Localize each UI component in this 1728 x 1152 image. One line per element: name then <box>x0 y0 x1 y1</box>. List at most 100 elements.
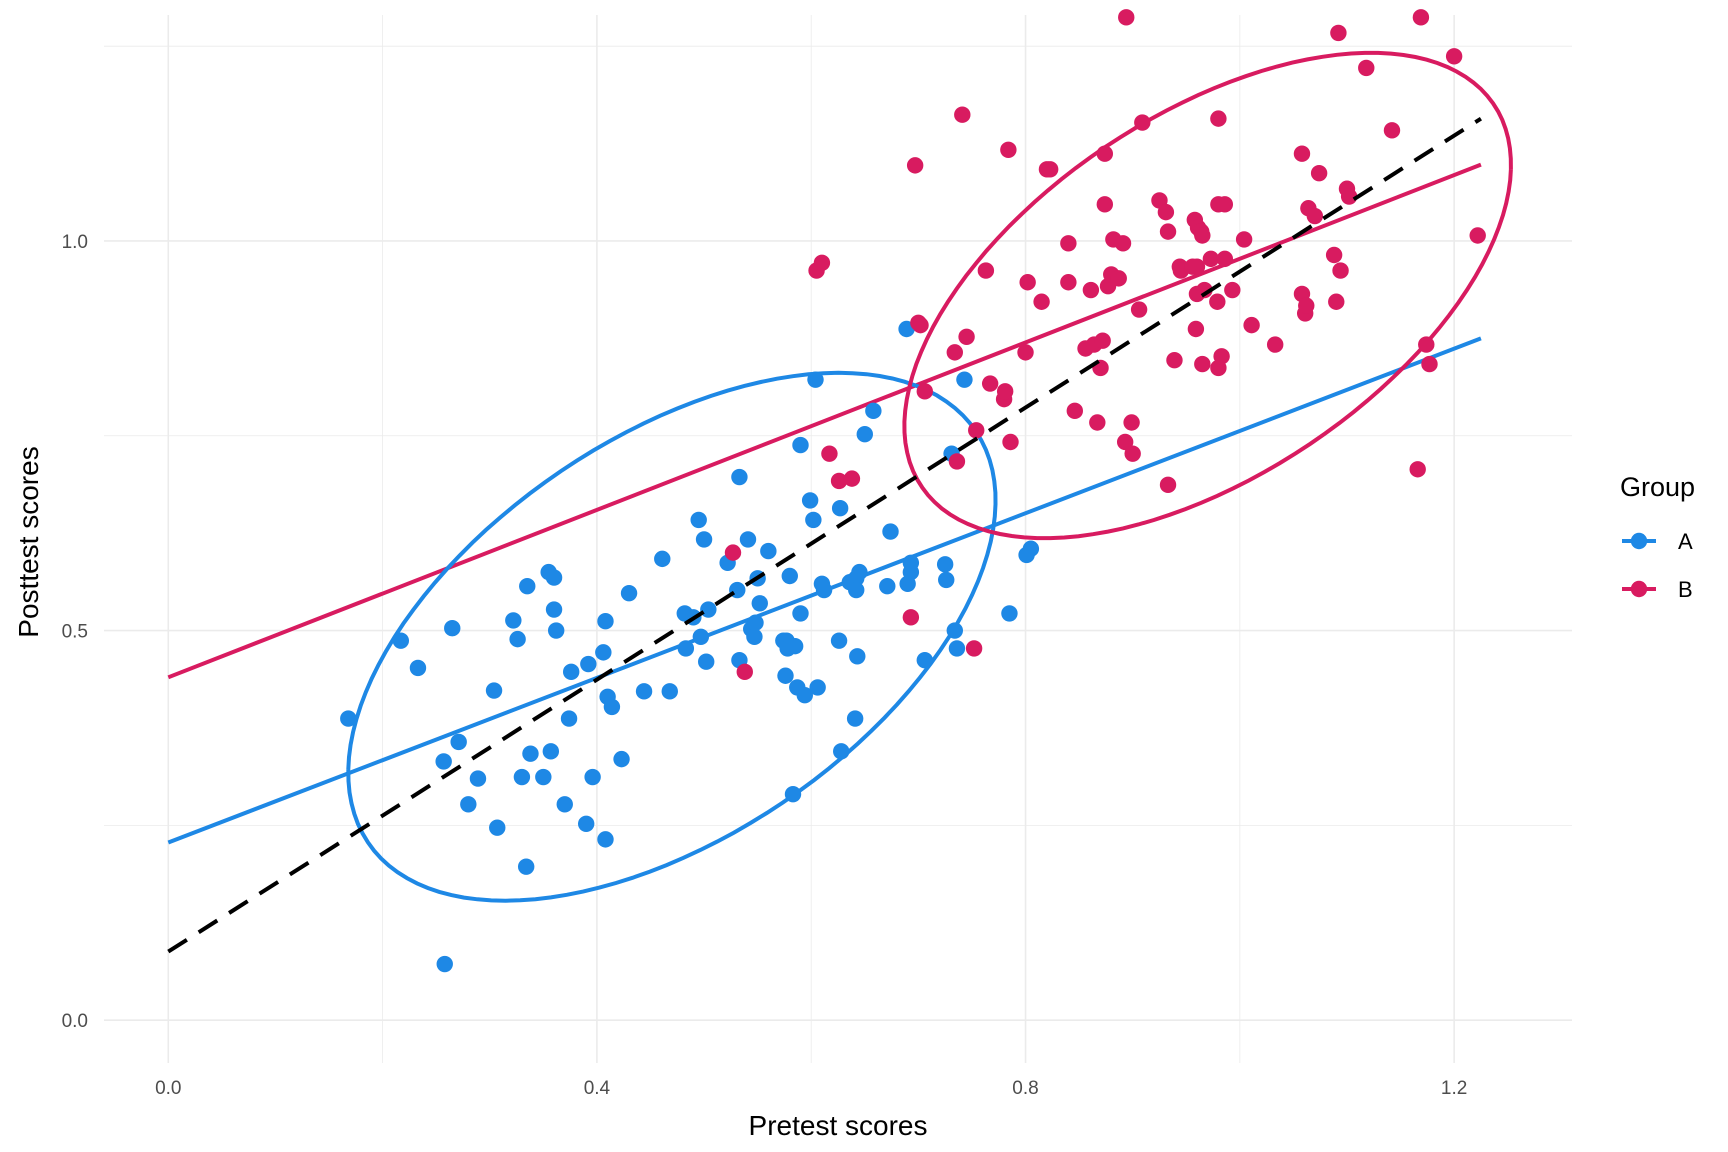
point-A <box>784 785 802 803</box>
point-A <box>851 563 868 581</box>
point-B <box>1123 414 1140 431</box>
point-A <box>902 563 920 581</box>
point-A <box>846 710 864 727</box>
point-A <box>661 683 678 700</box>
point-B <box>1469 227 1486 244</box>
point-B <box>1358 59 1375 77</box>
point-A <box>833 743 850 760</box>
point-A <box>879 577 896 595</box>
point-A <box>796 687 813 704</box>
point-B <box>1000 141 1017 158</box>
overall-fit-layer <box>167 116 1482 954</box>
point-B <box>1445 48 1463 65</box>
point-A <box>739 531 757 548</box>
point-A <box>807 371 824 388</box>
point-B <box>1310 164 1328 182</box>
point-B <box>981 375 999 392</box>
point-B <box>1096 196 1114 213</box>
point-A <box>597 613 614 630</box>
point-A <box>513 768 531 786</box>
y-axis-title: Posttest scores <box>13 446 44 637</box>
legend: Group AB <box>1620 472 1695 602</box>
point-A <box>522 745 539 762</box>
point-B <box>1306 207 1324 225</box>
point-A <box>849 648 866 665</box>
point-A <box>577 815 595 832</box>
point-B <box>1159 223 1177 240</box>
point-A <box>509 630 526 648</box>
legend-key-point-A <box>1630 532 1648 550</box>
point-B <box>1210 110 1227 127</box>
point-A <box>444 620 461 637</box>
point-A <box>519 577 536 595</box>
legend-title: Group <box>1620 472 1695 502</box>
point-A <box>792 436 809 454</box>
point-B <box>1202 250 1220 268</box>
point-A <box>760 542 777 560</box>
point-B <box>1017 344 1034 361</box>
point-A <box>485 682 503 699</box>
point-A <box>542 743 560 760</box>
point-B <box>1293 145 1311 162</box>
point-A <box>781 567 798 585</box>
point-B <box>916 383 933 400</box>
point-B <box>1096 145 1114 162</box>
point-A <box>786 637 804 655</box>
point-A <box>545 569 563 586</box>
point-B <box>1194 227 1211 244</box>
point-A <box>936 556 954 573</box>
point-A <box>620 584 638 602</box>
point-B <box>1330 24 1347 42</box>
point-B <box>1166 351 1183 369</box>
point-B <box>1124 445 1141 462</box>
point-A <box>801 492 819 509</box>
point-B <box>1340 188 1358 205</box>
point-B <box>1066 402 1084 420</box>
point-A <box>340 710 357 727</box>
point-A <box>613 750 630 768</box>
point-A <box>560 710 578 727</box>
point-A <box>948 640 966 657</box>
point-B <box>977 262 995 279</box>
y-tick-label: 0.5 <box>62 622 88 643</box>
point-B <box>1412 9 1430 26</box>
x-tick-label: 1.2 <box>1441 1078 1467 1099</box>
point-B <box>1216 196 1234 213</box>
y-tick-label: 0.0 <box>62 1011 88 1032</box>
point-B <box>1002 433 1019 451</box>
point-B <box>1089 414 1106 431</box>
point-B <box>1041 161 1059 178</box>
point-A <box>677 640 695 657</box>
overall-trend-line <box>167 116 1482 954</box>
point-B <box>1019 274 1036 291</box>
point-A <box>792 605 809 622</box>
point-A <box>436 955 453 973</box>
point-A <box>1022 540 1040 557</box>
point-B <box>1213 348 1230 365</box>
point-A <box>747 614 764 631</box>
point-B <box>1187 320 1205 338</box>
point-B <box>724 544 742 561</box>
y-tick-label: 1.0 <box>62 232 88 253</box>
point-B <box>1325 246 1343 264</box>
point-B <box>1298 297 1315 314</box>
point-A <box>695 531 713 548</box>
point-A <box>1001 605 1018 622</box>
point-B <box>1196 281 1213 299</box>
grid-lines <box>104 15 1572 1063</box>
point-A <box>603 698 621 716</box>
legend-key-point-B <box>1630 580 1648 598</box>
point-B <box>1216 250 1234 268</box>
point-A <box>392 632 410 649</box>
point-B <box>1118 9 1135 26</box>
point-B <box>1266 336 1284 353</box>
point-A <box>535 768 552 786</box>
point-A <box>865 402 882 420</box>
point-A <box>956 371 973 388</box>
point-A <box>489 819 506 836</box>
point-B <box>1328 293 1345 310</box>
point-B <box>1082 281 1100 299</box>
x-tick-label: 0.4 <box>584 1078 611 1099</box>
point-B <box>948 453 966 470</box>
